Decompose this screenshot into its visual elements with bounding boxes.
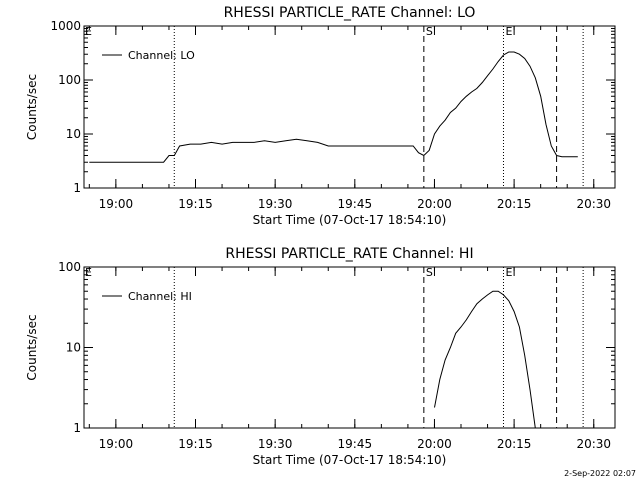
legend-label: Channel: HI <box>128 290 192 303</box>
series-line <box>89 51 578 163</box>
x-tick-label: 19:00 <box>99 437 134 451</box>
y-tick-label: 10 <box>66 127 81 141</box>
y-tick-label: 100 <box>58 260 81 274</box>
x-axis-label: Start Time (07-Oct-17 18:54:10) <box>253 213 447 227</box>
x-tick-label: 19:15 <box>178 197 213 211</box>
chart-title: RHESSI PARTICLE_RATE Channel: LO <box>224 5 476 21</box>
x-tick-label: 20:00 <box>417 197 452 211</box>
x-tick-label: 19:15 <box>178 437 213 451</box>
x-tick-label: 19:45 <box>338 437 373 451</box>
corner-marker-label: E <box>85 266 92 279</box>
y-axis-label: Counts/sec <box>25 314 39 380</box>
y-tick-label: 1000 <box>50 19 81 33</box>
y-tick-label: 1 <box>73 421 81 435</box>
x-tick-label: 20:00 <box>417 437 452 451</box>
footer-date: 2-Sep-2022 02:07 <box>564 469 636 478</box>
x-tick-label: 19:45 <box>338 197 373 211</box>
x-tick-label: 20:30 <box>576 437 611 451</box>
time-marker-label: S <box>426 25 433 38</box>
x-tick-label: 19:30 <box>258 197 293 211</box>
y-tick-label: 1 <box>73 181 81 195</box>
x-tick-label: 20:30 <box>576 197 611 211</box>
chart-title: RHESSI PARTICLE_RATE Channel: HI <box>225 246 473 262</box>
series-line <box>434 290 536 429</box>
x-tick-label: 20:15 <box>497 437 532 451</box>
legend-label: Channel: LO <box>128 49 195 62</box>
x-axis-label: Start Time (07-Oct-17 18:54:10) <box>253 453 447 467</box>
y-tick-label: 10 <box>66 341 81 355</box>
corner-marker-label: E <box>85 25 92 38</box>
plot-frame <box>83 25 616 189</box>
y-axis-label: Counts/sec <box>25 74 39 140</box>
y-tick-label: 100 <box>58 73 81 87</box>
x-tick-label: 19:00 <box>99 197 134 211</box>
time-marker-label: E <box>505 25 512 38</box>
time-marker-label: S <box>426 266 433 279</box>
time-marker-label: E <box>505 266 512 279</box>
x-tick-label: 19:30 <box>258 437 293 451</box>
x-tick-label: 20:15 <box>497 197 532 211</box>
